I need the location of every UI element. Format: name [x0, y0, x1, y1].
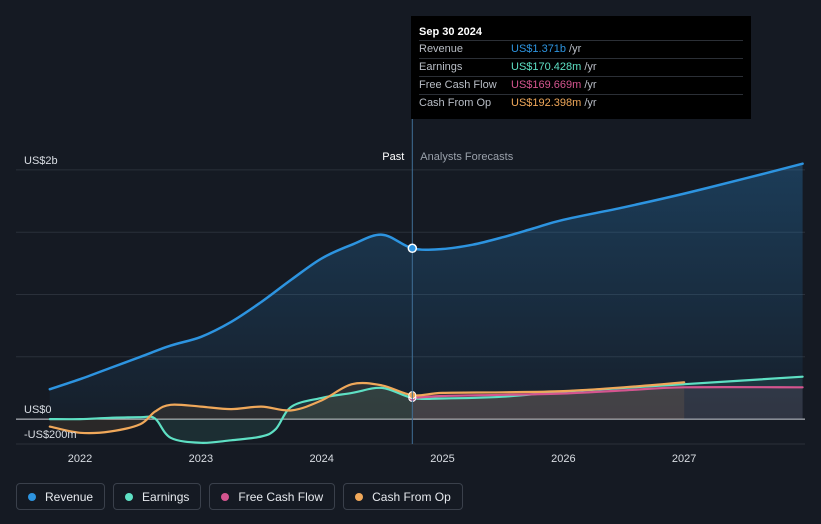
tooltip-value: US$1.371b [511, 43, 567, 55]
legend-label: Free Cash Flow [238, 489, 324, 504]
tooltip-row-free-cash-flow: Free Cash Flow US$169.669m /yr [419, 76, 743, 94]
y-axis: US$2b US$0 -US$200m [24, 155, 77, 441]
x-tick-label: 2027 [672, 453, 696, 465]
tooltip-label: Earnings [419, 61, 463, 73]
legend-dot-icon [221, 492, 230, 501]
tooltip-value: US$170.428m [511, 61, 582, 73]
y-tick-label: -US$200m [24, 429, 77, 441]
legend-label: Cash From Op [372, 489, 451, 504]
x-tick-label: 2026 [551, 453, 575, 465]
forecast-label: Analysts Forecasts [420, 151, 513, 163]
tooltip-row-earnings: Earnings US$170.428m /yr [419, 58, 743, 76]
legend-dot-icon [355, 492, 364, 501]
tooltip-unit: /yr [569, 43, 582, 55]
tooltip-label: Cash From Op [419, 97, 492, 109]
legend-label: Revenue [45, 489, 94, 504]
legend-dot-icon [125, 492, 134, 501]
past-label: Past [382, 151, 404, 163]
legend-label: Earnings [142, 489, 190, 504]
tooltip-label: Revenue [419, 43, 464, 55]
series-areas [49, 163, 803, 443]
tooltip: Sep 30 2024 Revenue US$1.371b /yr Earnin… [411, 16, 751, 119]
tooltip-row-revenue: Revenue US$1.371b /yr [419, 40, 743, 58]
tooltip-unit: /yr [584, 61, 597, 73]
x-tick-label: 2022 [68, 453, 92, 465]
area-revenue [49, 163, 803, 420]
tooltip-unit: /yr [584, 79, 597, 91]
tooltip-date: Sep 30 2024 [419, 26, 482, 38]
line-revenue [48, 162, 804, 391]
x-tick-label: 2025 [430, 453, 454, 465]
tooltip-value: US$169.669m [511, 79, 582, 91]
line-free-cash-flow [411, 385, 804, 399]
tooltip-label: Free Cash Flow [419, 79, 497, 91]
x-axis: 2022 2023 2024 2025 2026 2027 [68, 453, 697, 465]
legend: Revenue Earnings Free Cash Flow Cash Fro… [16, 483, 463, 510]
tooltip-value: US$192.398m [511, 97, 582, 109]
legend-item-revenue[interactable]: Revenue [16, 483, 106, 510]
series-lines [48, 162, 804, 444]
tooltip-unit: /yr [584, 97, 597, 109]
highlight-point[interactable] [407, 243, 418, 254]
legend-dot-icon [28, 492, 36, 501]
tooltip-row-cash-from-op: Cash From Op US$192.398m /yr [419, 94, 743, 112]
legend-item-free-cash-flow[interactable]: Free Cash Flow [209, 483, 336, 510]
y-tick-label: US$2b [24, 155, 58, 167]
area-earnings [49, 376, 803, 443]
x-tick-label: 2024 [309, 453, 333, 465]
y-tick-label: US$0 [24, 404, 52, 416]
line-cash-from-op [48, 381, 686, 435]
legend-item-cash-from-op[interactable]: Cash From Op [343, 483, 463, 510]
legend-item-earnings[interactable]: Earnings [113, 483, 202, 510]
x-tick-label: 2023 [189, 453, 213, 465]
